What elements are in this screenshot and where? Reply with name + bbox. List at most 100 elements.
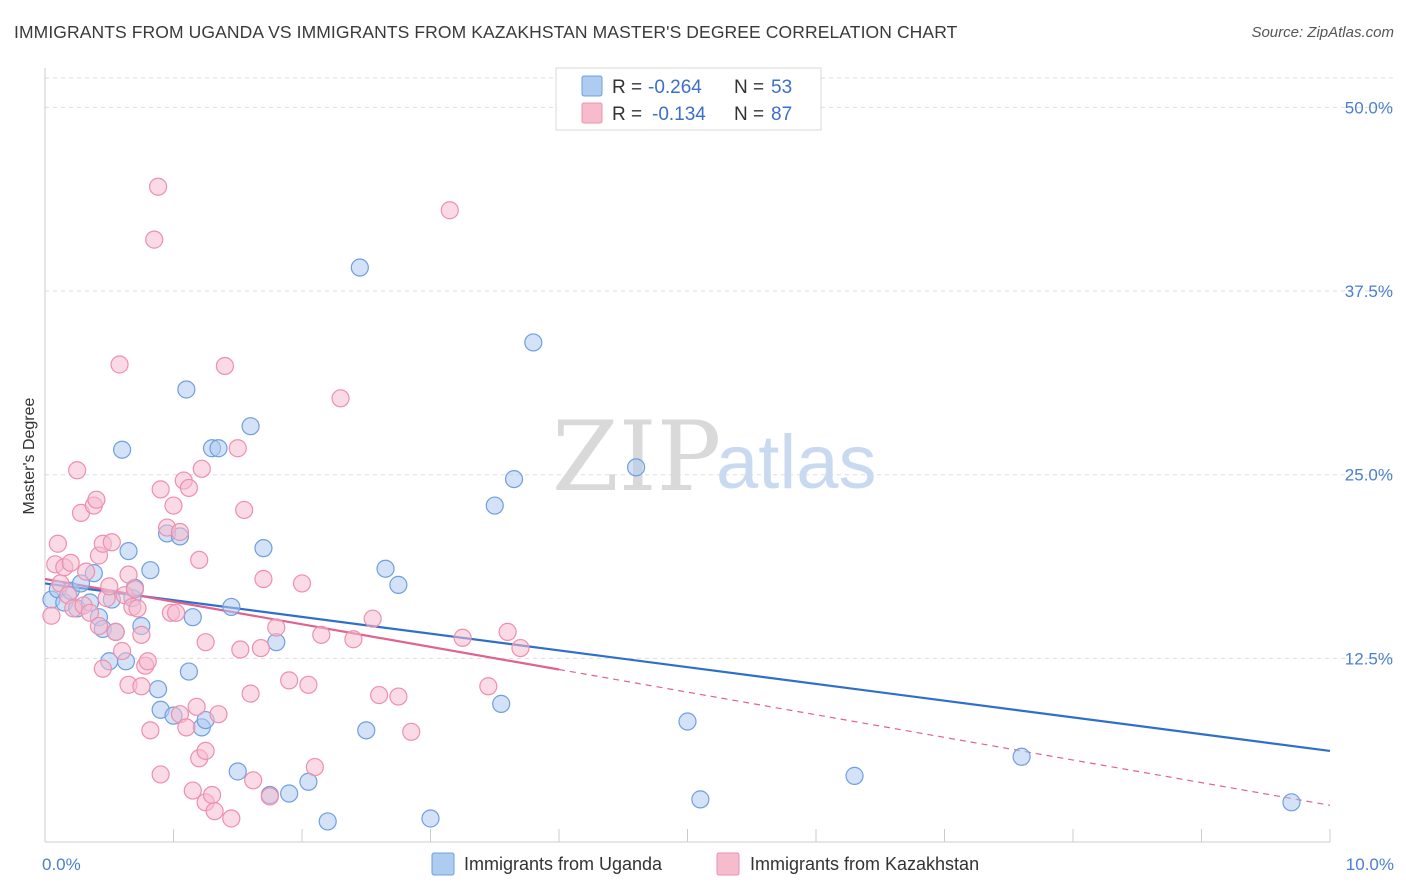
trend-line-uganda	[44, 582, 1331, 752]
point-uganda-54	[1012, 747, 1031, 766]
point-kazakhstan-35	[141, 721, 160, 740]
point-kazakhstan-24	[112, 641, 132, 661]
y-tick-label-2: 37.5%	[1345, 282, 1393, 301]
point-kazakhstan-62	[228, 439, 247, 458]
point-uganda-13	[112, 440, 132, 459]
point-kazakhstan-60	[215, 356, 234, 376]
point-kazakhstan-72	[292, 574, 312, 593]
point-kazakhstan-85	[498, 622, 517, 642]
point-kazakhstan-80	[389, 687, 408, 706]
point-kazakhstan-48	[179, 478, 199, 498]
data-points	[42, 177, 1301, 831]
point-uganda-51	[678, 712, 697, 731]
series-swatch-kazakhstan	[716, 852, 740, 876]
x-tick-label-1: 10.0%	[1346, 855, 1394, 874]
point-kazakhstan-68	[254, 569, 273, 589]
legend-n-label-uganda: N =	[734, 77, 764, 98]
point-uganda-41	[350, 258, 369, 277]
point-kazakhstan-20	[100, 577, 119, 596]
point-kazakhstan-57	[202, 785, 222, 805]
series-swatch-uganda	[431, 852, 455, 876]
series-legend: Immigrants from Uganda Immigrants from K…	[431, 852, 979, 876]
point-uganda-20	[148, 680, 168, 699]
legend-r-label-uganda: R =	[612, 77, 642, 98]
point-kazakhstan-37	[148, 177, 168, 196]
point-kazakhstan-21	[102, 533, 121, 552]
point-uganda-46	[485, 496, 504, 515]
point-kazakhstan-49	[183, 781, 202, 800]
point-kazakhstan-66	[244, 771, 263, 790]
point-kazakhstan-11	[77, 562, 96, 581]
point-kazakhstan-84	[479, 677, 498, 696]
point-uganda-53	[845, 766, 864, 785]
point-uganda-34	[241, 417, 260, 436]
point-kazakhstan-81	[402, 722, 421, 741]
point-kazakhstan-42	[164, 496, 183, 515]
point-kazakhstan-29	[125, 580, 145, 599]
point-uganda-33	[228, 762, 247, 781]
point-uganda-52	[691, 790, 710, 809]
point-kazakhstan-0	[42, 606, 61, 625]
point-kazakhstan-44	[170, 522, 190, 542]
stats-legend: R = -0.264 N = 53 R = -0.134 N = 87	[555, 67, 822, 131]
point-kazakhstan-55	[196, 741, 215, 761]
point-uganda-35	[254, 539, 273, 558]
point-uganda-31	[209, 439, 228, 458]
point-kazakhstan-2	[48, 534, 67, 553]
watermark-atlas: atlas	[716, 420, 877, 505]
point-kazakhstan-54	[196, 633, 215, 652]
point-kazakhstan-43	[166, 603, 186, 622]
legend-swatch-kazakhstan	[581, 102, 603, 124]
point-kazakhstan-67	[251, 638, 270, 658]
point-kazakhstan-23	[110, 355, 129, 374]
point-kazakhstan-59	[209, 705, 228, 724]
point-kazakhstan-64	[235, 500, 254, 520]
y-axis-label: Master's Degree	[21, 397, 38, 514]
point-kazakhstan-82	[440, 201, 459, 220]
point-kazakhstan-14	[87, 490, 106, 509]
chart-title: IMMIGRANTS FROM UGANDA VS IMMIGRANTS FRO…	[14, 22, 958, 42]
point-kazakhstan-6	[61, 553, 80, 572]
point-uganda-49	[524, 333, 543, 352]
point-kazakhstan-17	[93, 659, 112, 678]
legend-swatch-uganda	[581, 75, 603, 97]
series-label-kazakhstan: Immigrants from Kazakhstan	[750, 854, 979, 874]
point-kazakhstan-38	[151, 765, 170, 784]
point-kazakhstan-79	[370, 685, 389, 705]
point-uganda-47	[492, 694, 511, 713]
point-kazakhstan-51	[190, 550, 209, 570]
legend-n-label-kazakhstan: N =	[734, 104, 764, 125]
point-uganda-15	[119, 541, 138, 561]
x-tick-label-0: 0.0%	[42, 855, 81, 874]
point-uganda-26	[179, 662, 199, 681]
y-tick-label-0: 12.5%	[1345, 649, 1393, 668]
point-kazakhstan-36	[145, 230, 164, 249]
point-kazakhstan-53	[192, 459, 211, 478]
legend-r-value-uganda: -0.264	[648, 77, 702, 98]
point-kazakhstan-61	[222, 809, 241, 828]
point-kazakhstan-65	[241, 684, 260, 703]
legend-n-value-kazakhstan: 87	[771, 104, 792, 125]
point-uganda-48	[504, 470, 524, 489]
point-kazakhstan-58	[205, 802, 224, 821]
point-uganda-43	[376, 559, 395, 578]
point-kazakhstan-76	[331, 389, 350, 408]
point-kazakhstan-30	[128, 599, 147, 618]
point-kazakhstan-39	[151, 480, 170, 499]
point-uganda-50	[626, 458, 646, 477]
legend-r-label-kazakhstan: R =	[612, 104, 642, 125]
point-kazakhstan-73	[299, 675, 318, 694]
y-tick-label-1: 25.0%	[1345, 466, 1393, 485]
legend-n-value-uganda: 53	[771, 77, 792, 98]
point-kazakhstan-70	[267, 618, 286, 637]
point-uganda-44	[389, 575, 408, 594]
point-kazakhstan-74	[305, 757, 324, 777]
point-kazakhstan-34	[138, 652, 157, 671]
watermark: ZIP atlas	[552, 401, 877, 513]
point-uganda-25	[177, 380, 196, 399]
point-kazakhstan-50	[187, 697, 206, 716]
point-kazakhstan-71	[280, 671, 299, 690]
axes: 12.5% 25.0% 37.5% 50.0% 0.0% 10.0%	[42, 68, 1394, 874]
point-uganda-19	[141, 561, 160, 580]
point-kazakhstan-32	[132, 677, 151, 696]
